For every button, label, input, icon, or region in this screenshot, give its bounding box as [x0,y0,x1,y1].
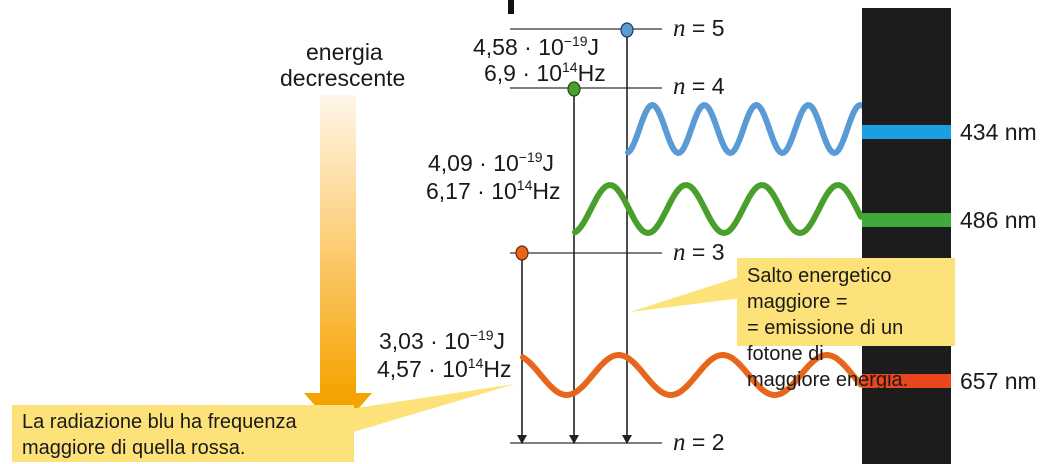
callout-right-pointer [630,276,742,312]
transition-arrow-4-2 [569,93,579,444]
callout-energy-jump-line1: Salto energetico maggiore = [747,265,892,313]
photon-wave-orange [520,351,864,399]
callout-energy-jump: Salto energetico maggiore = = emissione … [737,258,955,391]
frequency-value-4-2: 6,17 · 1014Hz [426,177,561,204]
wavelength-label-657: 657 nm [960,368,1037,394]
level-label-n5: n = 5 [673,15,725,42]
cropped-title-fragment [508,0,514,14]
energy-value-3-2: 3,03 · 10−19J [379,327,506,354]
energy-label-line2: decrescente [280,65,406,91]
callout-energy-jump-line2: = emissione di un fotone di [747,317,904,365]
callout-blue-frequency-line1: La radiazione blu ha frequenza [22,411,297,433]
spectral-line-657 [862,374,951,388]
wavelength-label-486: 486 nm [960,207,1037,233]
energy-value-4-2: 4,09 · 10−19J [428,149,555,176]
wavelength-label-434: 434 nm [960,119,1037,145]
callout-blue-frequency-line2: maggiore di quella rossa. [22,437,246,459]
spectral-line-434 [862,125,951,139]
energy-decreasing-arrow [304,95,372,432]
transition-arrow-3-2 [517,258,527,444]
frequency-value-3-2: 4,57 · 1014Hz [377,355,512,382]
electron-dot-green [567,81,581,97]
emission-spectrum-strip [862,8,951,464]
energy-label-line1: energia [306,39,383,65]
level-label-n3: n = 3 [673,239,725,266]
transition-arrow-5-2 [622,34,632,444]
level-label-n4: n = 4 [673,73,725,100]
energy-value-5-2: 4,58 · 10−19J [473,33,600,60]
electron-dot-orange [515,245,529,261]
spectral-line-486 [862,213,951,227]
callout-left-pointer [350,384,515,433]
callout-energy-jump-line3: maggiore energia. [747,369,909,391]
electron-dot-blue [620,22,634,38]
photon-wave-blue [625,101,865,157]
photon-wave-green [572,182,864,236]
frequency-value-5-2: 6,9 · 1014Hz [484,59,606,86]
level-label-n2: n = 2 [673,429,725,456]
callout-blue-frequency: La radiazione blu ha frequenza maggiore … [12,405,354,462]
